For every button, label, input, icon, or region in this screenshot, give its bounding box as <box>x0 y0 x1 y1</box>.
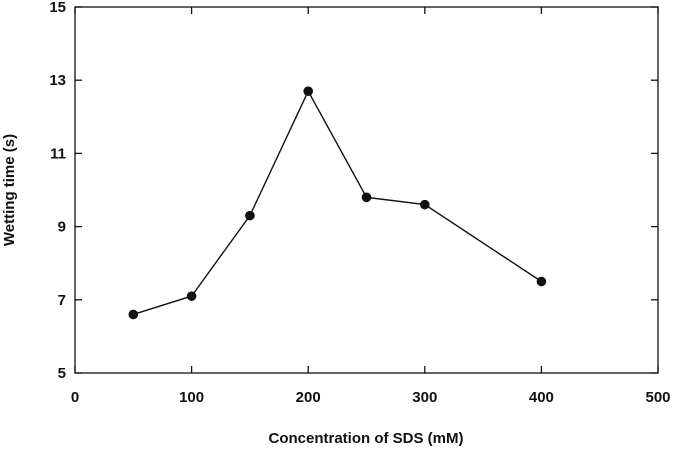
y-tick-label: 5 <box>58 365 66 382</box>
y-tick-label: 9 <box>58 219 66 236</box>
y-tick-label: 13 <box>49 72 66 89</box>
x-axis: 0 100 200 300 400 500 <box>71 7 671 406</box>
x-tick-label: 500 <box>645 389 670 406</box>
data-point <box>536 276 547 287</box>
plot-frame <box>74 6 659 374</box>
x-tick-label: 200 <box>296 389 321 406</box>
y-tick-label: 7 <box>58 292 66 309</box>
data-point <box>186 291 197 301</box>
data-point <box>245 210 255 221</box>
series-line <box>133 89 542 316</box>
x-tick-label: 0 <box>71 389 79 406</box>
y-tick-label: 15 <box>49 0 66 16</box>
y-axis: 5 7 9 11 13 15 <box>49 0 658 382</box>
x-axis-title: Concentration of SDS (mM) <box>269 430 464 447</box>
x-tick-label: 100 <box>179 389 204 406</box>
y-tick-label: 11 <box>50 145 66 162</box>
data-point <box>128 309 139 320</box>
data-point <box>303 86 314 96</box>
data-point <box>420 199 430 210</box>
x-tick-label: 400 <box>529 389 554 406</box>
data-point <box>361 192 372 203</box>
series-layer <box>128 86 547 320</box>
y-axis-title: Wetting time (s) <box>1 134 18 246</box>
x-tick-label: 300 <box>412 389 437 406</box>
